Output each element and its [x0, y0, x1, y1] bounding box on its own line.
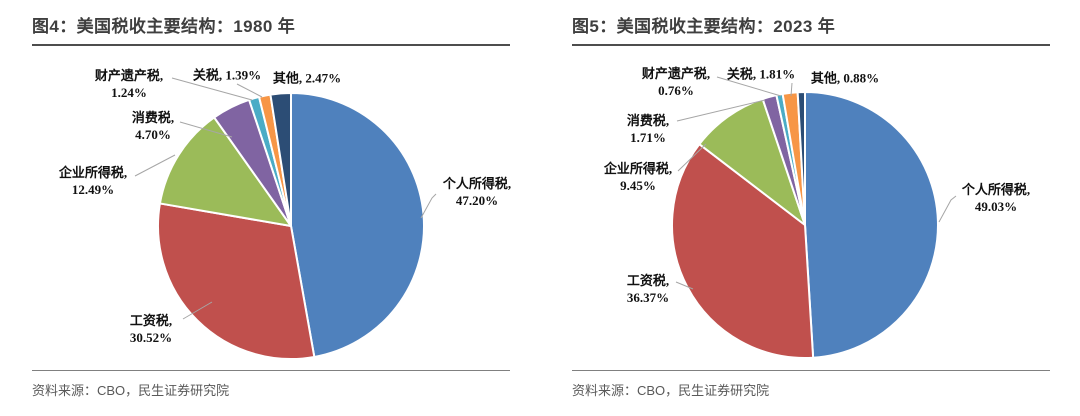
pie-svg-1980 [134, 77, 437, 360]
chart-panel-2023: 图5：美国税收主要结构：2023 年 个人所得税, 49.03% 工资税, 36.37… [572, 12, 1050, 399]
leader-line-consumption-tax [179, 121, 233, 138]
slice-label-consumption-tax: 消费税, 1.71% [626, 113, 670, 145]
leader-line-personal-income-tax [420, 193, 437, 219]
slice-label-consumption-tax: 消费税, 4.70% [131, 110, 175, 142]
leader-line-estate-tax [716, 76, 782, 97]
slice-label-other: 其他, 0.88% [810, 70, 880, 86]
pie-svg-2023 [671, 76, 957, 359]
chart-title-2023: 图5：美国税收主要结构：2023 年 [572, 12, 1050, 46]
source-note-2023: 资料来源：CBO，民生证券研究院 [572, 370, 1050, 399]
slice-label-personal-income-tax: 个人所得税, 49.03% [961, 182, 1031, 214]
slice-label-corporate-income-tax: 企业所得税, 9.45% [603, 161, 673, 193]
chart-panel-1980: 图4：美国税收主要结构：1980 年 个人所得税, 47.20% 工资税, 30.52… [32, 12, 512, 399]
pie-slice-personal-income-tax [290, 92, 425, 358]
leader-line-corporate-income-tax [134, 154, 176, 177]
pie-slice-corporate-income-tax [698, 97, 806, 226]
leader-line-estate-tax [171, 77, 253, 101]
pie-slice-payroll-tax [671, 143, 815, 359]
pie-chart-1980: 个人所得税, 47.20% 工资税, 30.52% 企业所得税, 12.49% 消费税, 4.… [32, 52, 512, 370]
slice-label-estate-tax: 财产遗产税, 1.24% [94, 68, 164, 100]
pie-slice-payroll-tax [157, 202, 316, 360]
slice-label-tariff: 关税, 1.39% [192, 67, 262, 83]
slice-label-estate-tax: 财产遗产税, 0.76% [641, 66, 711, 98]
slice-label-corporate-income-tax: 企业所得税, 12.49% [58, 165, 128, 197]
slice-label-other: 其他, 2.47% [272, 70, 342, 86]
leader-line-tariff [790, 82, 793, 97]
leader-line-corporate-income-tax [677, 143, 707, 172]
leader-line-consumption-tax [676, 99, 766, 122]
leader-line-payroll-tax [182, 301, 213, 320]
chart-title-1980: 图4：美国税收主要结构：1980 年 [32, 12, 510, 46]
slice-label-tariff: 关税, 1.81% [726, 66, 796, 82]
slice-label-payroll-tax: 工资税, 30.52% [129, 313, 173, 345]
slice-label-personal-income-tax: 个人所得税, 47.20% [442, 176, 512, 208]
pie-chart-2023: 个人所得税, 49.03% 工资税, 36.37% 企业所得税, 9.45% 消费税, 1.7… [572, 52, 1050, 370]
leader-line-payroll-tax [675, 281, 694, 290]
leader-line-tariff [236, 83, 263, 98]
pie-slice-personal-income-tax [804, 91, 939, 359]
pie-slice-other [269, 92, 292, 227]
pie-slice-corporate-income-tax [158, 116, 292, 227]
pie-slice-other [796, 90, 806, 226]
slice-label-payroll-tax: 工资税, 36.37% [626, 273, 670, 305]
leader-line-personal-income-tax [938, 195, 957, 223]
source-note-1980: 资料来源：CBO，民生证券研究院 [32, 370, 510, 399]
